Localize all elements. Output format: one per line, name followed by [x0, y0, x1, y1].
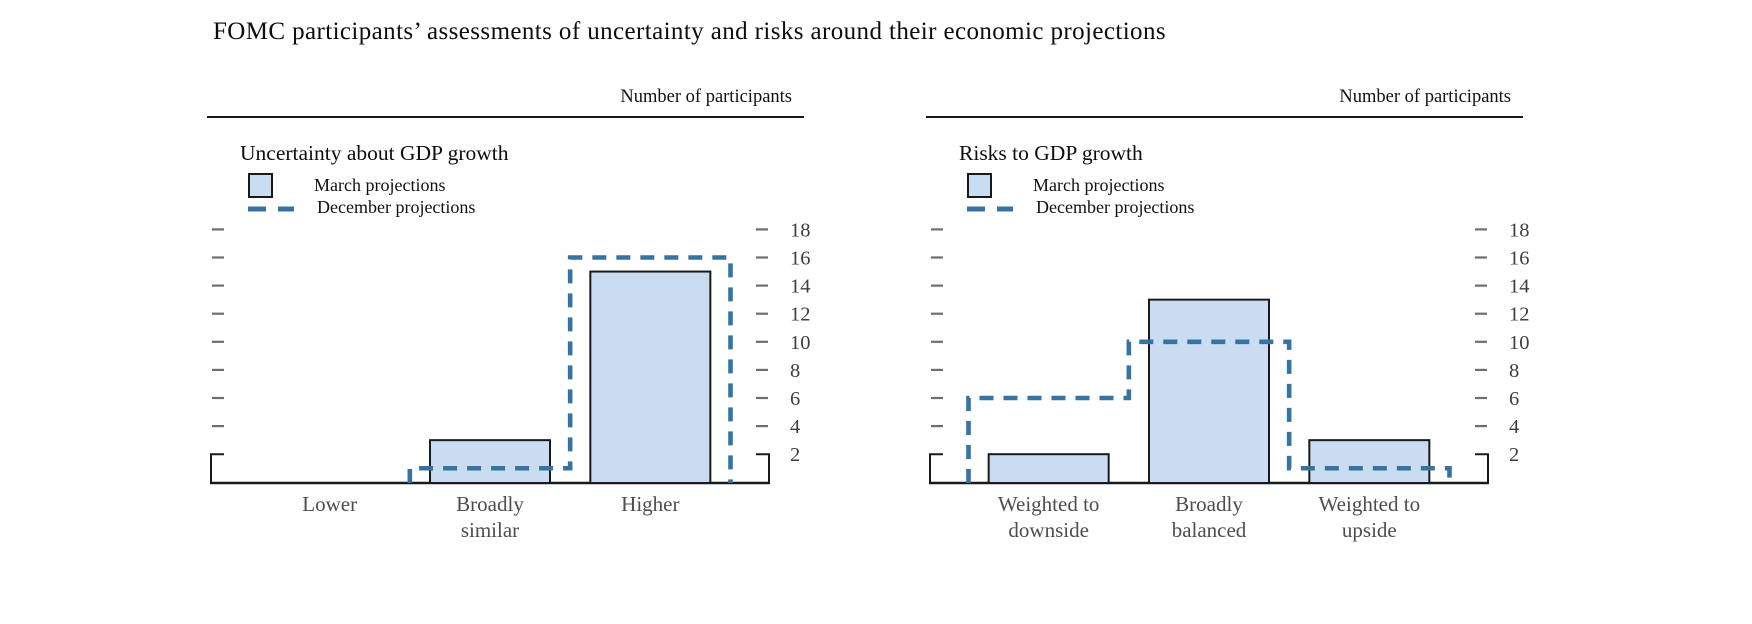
figure-title: FOMC participants’ assessments of uncert…	[213, 18, 1166, 45]
legend-march-label: March projections	[314, 175, 446, 195]
axis-corner-right	[1475, 453, 1489, 483]
header-rule-right	[926, 116, 1523, 118]
y-tick-label: 12	[1509, 304, 1530, 326]
y-tick-label: 18	[1509, 219, 1530, 241]
axis-corner-right	[756, 453, 770, 483]
y-tick-label: 16	[790, 248, 811, 270]
chart-subtitle-uncertainty: Uncertainty about GDP growth	[240, 141, 509, 165]
y-tick-label: 2	[790, 444, 800, 466]
x-category-label: Weighted to upside	[1319, 492, 1421, 542]
march-bar-swatch	[967, 173, 992, 198]
december-dash-swatch	[967, 206, 1013, 212]
march-bar-swatch	[248, 173, 273, 198]
y-tick-label: 6	[1509, 388, 1519, 410]
axis-units-label-left: Number of participants	[620, 87, 792, 107]
y-tick-label: 18	[790, 219, 811, 241]
x-category-label: Broadly balanced	[1172, 492, 1247, 542]
chart-subtitle-risks: Risks to GDP growth	[959, 141, 1143, 165]
december-dash-swatch	[248, 206, 294, 212]
uncertainty-gdp-plot: 2 4 6 8 10 12 14 16 18 Lower Broadly similar Higher	[210, 219, 811, 542]
axis-corner-left	[210, 453, 224, 483]
header-rule-left	[207, 116, 804, 118]
march-bar-1	[1148, 298, 1270, 484]
legend-december-label: December projections	[1036, 197, 1195, 217]
y-tick-label: 4	[1509, 416, 1519, 438]
december-step-line	[407, 255, 733, 483]
y-tick-label: 10	[1509, 332, 1530, 354]
march-bar-0	[987, 453, 1110, 485]
december-step-line	[966, 339, 1452, 483]
axis-corner-left	[929, 453, 943, 483]
risks-gdp-plot: 2 4 6 8 10 12 14 16 18 Weighted to downside Broadly…	[929, 219, 1530, 542]
axis-units-label-right: Number of participants	[1339, 87, 1511, 107]
y-tick-label: 4	[790, 416, 800, 438]
march-bar-1	[429, 439, 551, 484]
y-tick-label: 10	[790, 332, 811, 354]
y-tick-label: 14	[790, 276, 811, 298]
y-tick-label: 12	[790, 304, 811, 326]
y-tick-label: 14	[1509, 276, 1530, 298]
x-category-label: Lower	[302, 492, 357, 516]
y-tick-label: 8	[790, 360, 800, 382]
march-bar-2	[1308, 439, 1431, 484]
x-category-label: Higher	[621, 492, 679, 516]
legend-march-label: March projections	[1033, 175, 1165, 195]
legend-december-label: December projections	[317, 197, 476, 217]
march-bar-2	[589, 270, 712, 484]
y-tick-label: 6	[790, 388, 800, 410]
y-tick-label: 16	[1509, 248, 1530, 270]
x-category-label: Weighted to downside	[998, 492, 1100, 542]
x-category-label: Broadly similar	[456, 492, 524, 542]
y-tick-label: 8	[1509, 360, 1519, 382]
y-tick-label: 2	[1509, 444, 1519, 466]
